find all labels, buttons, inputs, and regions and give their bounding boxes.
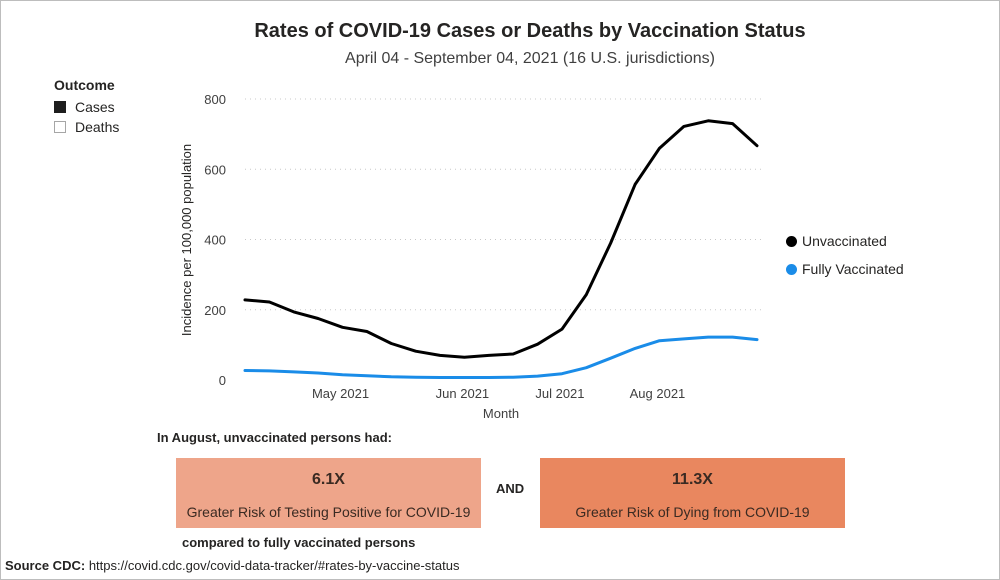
- outcome-option-deaths[interactable]: Deaths: [54, 117, 119, 137]
- y-tick-label: 400: [204, 233, 226, 248]
- outcome-option-cases[interactable]: Cases: [54, 97, 119, 117]
- deaths-risk-ratio: 11.3X: [672, 471, 713, 488]
- series-line-unvaccinated: [243, 119, 759, 359]
- dot-blue-icon: [786, 263, 797, 275]
- checkbox-checked-icon[interactable]: [54, 101, 66, 113]
- deaths-risk-card: 11.3X Greater Risk of Dying from COVID-1…: [540, 458, 845, 528]
- x-tick-label: May 2021: [312, 386, 369, 401]
- x-tick-label: Aug 2021: [630, 386, 686, 401]
- source-line: Source CDC: https://covid.cdc.gov/covid-…: [5, 558, 459, 573]
- and-label: AND: [496, 481, 525, 496]
- y-tick-label: 0: [219, 373, 226, 388]
- legend-item-unvaccinated[interactable]: Unvaccinated: [786, 233, 887, 249]
- outcome-option-label: Deaths: [75, 119, 120, 135]
- series-line-fully-vaccinated: [243, 335, 759, 379]
- outcome-option-label: Cases: [75, 99, 115, 115]
- chart-subtitle: April 04 - September 04, 2021 (16 U.S. j…: [345, 50, 715, 67]
- x-axis-label: Month: [483, 406, 519, 421]
- comparison-note: compared to fully vaccinated persons: [182, 535, 416, 550]
- source-label: Source CDC:: [5, 558, 86, 573]
- x-tick-label: Jun 2021: [436, 386, 490, 401]
- cases-risk-text: Greater Risk of Testing Positive for COV…: [186, 504, 471, 520]
- y-tick-label: 200: [204, 303, 226, 318]
- y-tick-label: 600: [204, 162, 226, 177]
- x-tick-label: Jul 2021: [535, 386, 584, 401]
- legend-label: Fully Vaccinated: [802, 261, 904, 277]
- checkbox-unchecked-icon[interactable]: [54, 121, 66, 133]
- deaths-risk-text: Greater Risk of Dying from COVID-19: [575, 504, 810, 520]
- y-axis-label: Incidence per 100,000 population: [179, 144, 194, 336]
- summary-intro: In August, unvaccinated persons had:: [157, 430, 392, 445]
- chart-title: Rates of COVID-19 Cases or Deaths by Vac…: [254, 20, 806, 42]
- y-tick-label: 800: [204, 92, 226, 107]
- cases-risk-card: 6.1X Greater Risk of Testing Positive fo…: [176, 458, 481, 528]
- outcome-legend: Outcome Cases Deaths: [54, 77, 119, 137]
- outcome-legend-title: Outcome: [54, 77, 115, 93]
- legend-label: Unvaccinated: [802, 233, 887, 249]
- line-chart: 0 200 400 600 800 May 2021 Jun 2021 Jul 2021 Au…: [179, 92, 762, 421]
- cases-risk-ratio: 6.1X: [312, 471, 345, 488]
- legend-item-fully-vaccinated[interactable]: Fully Vaccinated: [786, 261, 904, 277]
- dot-black-icon: [786, 235, 797, 247]
- source-url[interactable]: https://covid.cdc.gov/covid-data-tracker…: [88, 558, 460, 573]
